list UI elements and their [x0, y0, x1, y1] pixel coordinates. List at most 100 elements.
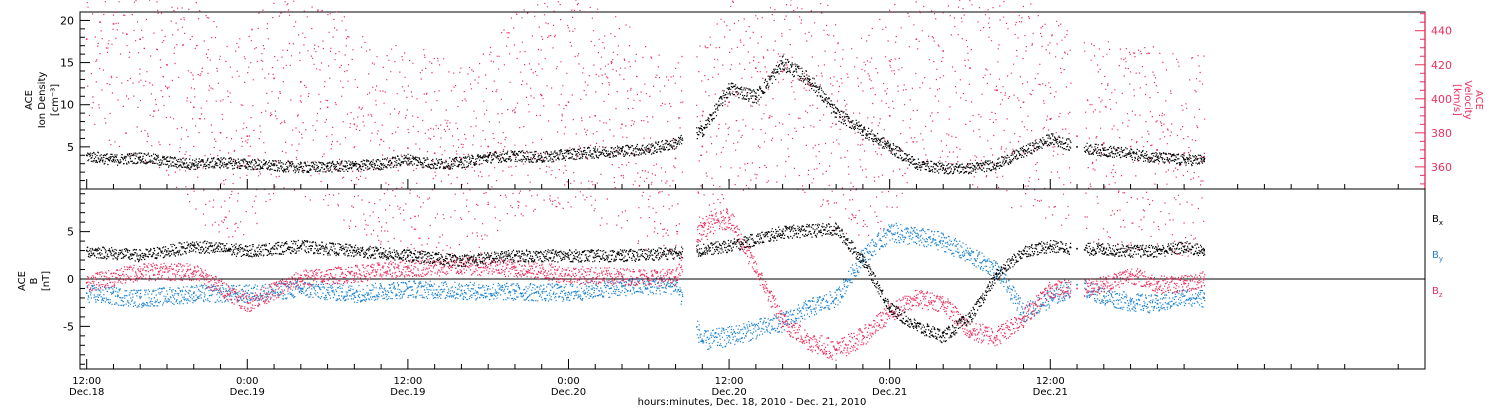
velocity-series-point	[674, 157, 677, 160]
bz-series-point	[969, 330, 971, 332]
legend-bz: Bz	[1432, 286, 1443, 299]
bx-series-point	[1049, 245, 1052, 247]
density-y-label: ACE Ion Density [cm⁻³]	[24, 72, 61, 129]
density-velocity-points	[85, 0, 1206, 259]
bz-series-point	[888, 311, 891, 313]
bx-series-point	[915, 325, 918, 328]
density-series-point	[1203, 158, 1205, 161]
x-axis-label: hours:minutes, Dec. 18, 2010 - Dec. 21, …	[638, 397, 867, 408]
velocity-series-point	[888, 115, 891, 117]
bx-series-point	[674, 251, 677, 254]
density-series-point	[755, 95, 757, 98]
velocity-series-point	[942, 50, 944, 52]
field-legend: Bx By Bz	[1432, 214, 1443, 299]
bz-series-point	[915, 297, 918, 299]
velocity-series-point	[407, 147, 409, 149]
bz-series-point	[1022, 316, 1025, 318]
velocity-series	[85, 0, 1206, 259]
velocity-series-point	[648, 149, 650, 151]
velocity-series-point	[380, 138, 382, 141]
magnetic-field-panel: -5 0 5 ACE B [nT] Bx By Bz	[17, 188, 1443, 370]
velocity-series-point	[1203, 155, 1205, 158]
bz-series-point	[1103, 282, 1105, 285]
density-tick-label: 5	[67, 141, 74, 154]
density-series-point	[781, 61, 784, 64]
velocity-series-point	[1103, 142, 1105, 144]
bx-series-point	[1183, 246, 1185, 248]
bx-series-point	[1076, 247, 1078, 250]
velocity-series-point	[85, 38, 88, 40]
bx-series-point	[728, 245, 730, 247]
bx-series-point	[139, 254, 141, 257]
density-series-point	[166, 160, 168, 162]
velocity-series-point	[1022, 101, 1025, 103]
density-y-label-line2: Ion Density	[37, 72, 48, 129]
velocity-series-point	[915, 38, 918, 40]
bx-series-point	[460, 259, 463, 261]
bz-series-point	[353, 272, 356, 275]
bx-series-point	[862, 259, 864, 261]
legend-by: By	[1432, 250, 1443, 263]
velocity-series-point	[112, 23, 115, 25]
density-series-point	[862, 129, 864, 131]
density-series	[85, 55, 1206, 175]
bx-series-point	[969, 316, 971, 318]
velocity-y-label: ACE Velocity [km/s]	[1451, 80, 1484, 119]
density-series-point	[969, 167, 971, 169]
velocity-series-point	[594, 115, 596, 117]
field-tick-label: -5	[63, 320, 74, 333]
density-series-point	[326, 165, 329, 167]
velocity-series-point	[969, 67, 971, 69]
velocity-y-label-line1: ACE	[1473, 90, 1484, 110]
bz-series-point	[139, 270, 141, 273]
legend-bx: Bx	[1432, 214, 1443, 227]
velocity-series-point	[193, 106, 195, 109]
by-series-point	[862, 254, 864, 257]
density-series-point	[514, 154, 516, 157]
bx-series-point	[1103, 247, 1105, 250]
bx-series-point	[781, 230, 784, 233]
bx-series-point	[246, 249, 249, 252]
by-series-point	[1103, 295, 1105, 297]
bz-series-point	[1156, 282, 1159, 285]
bz-series-point	[460, 264, 463, 267]
velocity-series-point	[995, 89, 998, 92]
by-series-point	[995, 268, 998, 271]
density-y-label-line1: ACE	[24, 90, 35, 110]
density-series-point	[139, 156, 141, 158]
x-tick-time: 12:00	[1036, 376, 1065, 387]
velocity-tick-label: 440	[1431, 25, 1452, 38]
velocity-series-point	[728, 101, 730, 103]
bx-series-point	[407, 254, 409, 257]
velocity-y-label-line2: Velocity	[1462, 80, 1473, 119]
density-series-point	[1156, 156, 1159, 158]
by-series-point	[300, 287, 302, 290]
bz-series-point	[1076, 287, 1078, 290]
velocity-series-point	[300, 81, 302, 83]
velocity-series-point	[1049, 118, 1052, 120]
density-tick-label: 15	[60, 57, 74, 70]
by-series-point	[193, 292, 195, 294]
velocity-series-point	[460, 157, 463, 160]
velocity-y-label-line3: [km/s]	[1451, 84, 1462, 116]
density-y-ticks: 5 10 15 20	[60, 11, 90, 182]
velocity-series-point	[835, 123, 837, 126]
x-tick-date: Dec.21	[872, 387, 907, 398]
density-y-label-line3: [cm⁻³]	[50, 84, 61, 116]
bx-series	[85, 222, 1206, 344]
bz-series-point	[407, 266, 409, 269]
density-series-point	[193, 162, 195, 165]
bz-series-point	[1049, 287, 1052, 290]
field-tick-label: 0	[67, 273, 74, 286]
bz-series-point	[514, 266, 516, 269]
velocity-series-point	[166, 64, 168, 66]
bz-series-point	[193, 270, 195, 273]
velocity-series-point	[808, 84, 811, 86]
x-tick-date: Dec.18	[69, 387, 104, 398]
velocity-series-point	[353, 123, 356, 126]
by-series-point	[1076, 283, 1078, 286]
velocity-series-point	[126, 33, 128, 35]
velocity-series-point	[1076, 135, 1078, 137]
density-series-point	[888, 146, 891, 148]
by-series-point	[808, 306, 811, 309]
